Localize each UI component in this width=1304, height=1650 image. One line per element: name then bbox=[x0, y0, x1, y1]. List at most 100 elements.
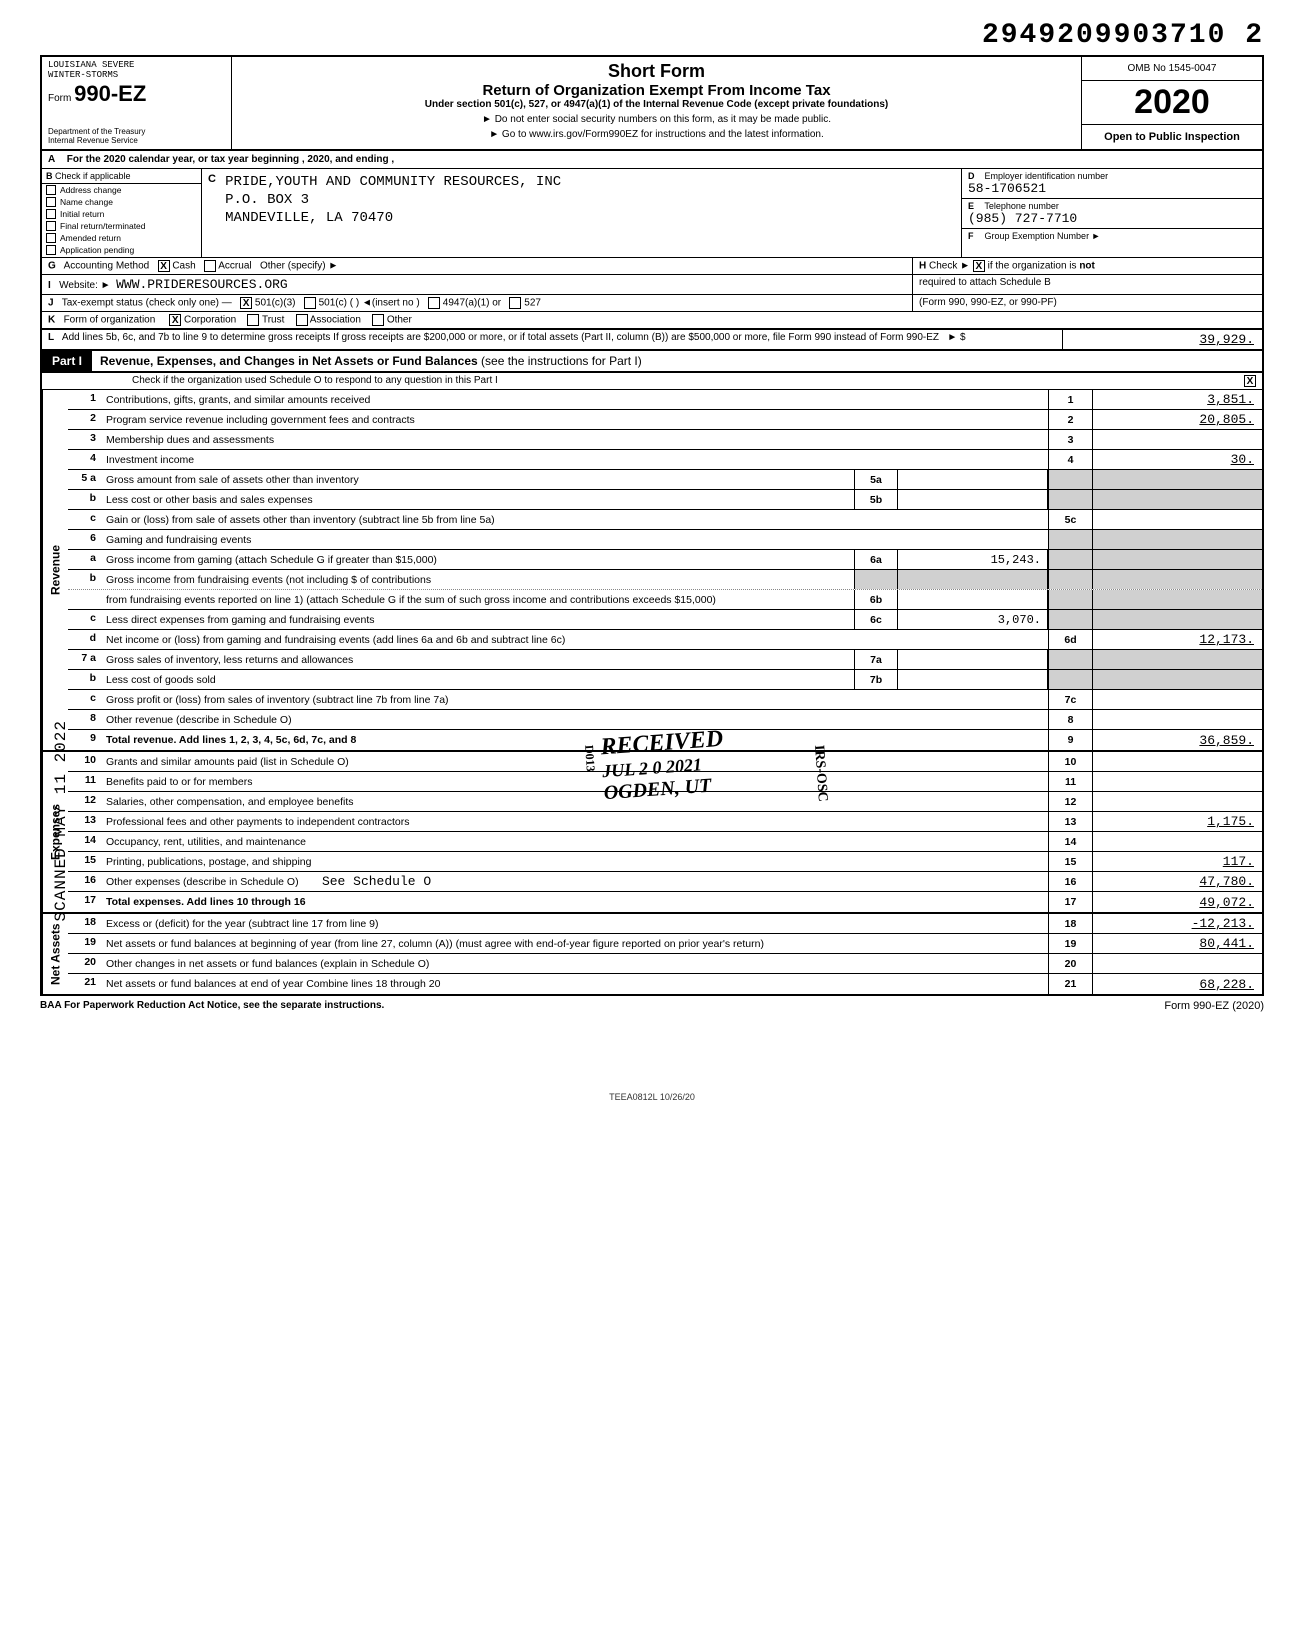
line-5a-desc: Gross amount from sale of assets other t… bbox=[102, 470, 854, 489]
J-501c: 501(c) ( ) ◄(insert no ) bbox=[319, 298, 420, 309]
B-app-pending: Application pending bbox=[60, 245, 134, 255]
line-14-num: 14 bbox=[1048, 832, 1092, 851]
ck-trust[interactable] bbox=[247, 314, 259, 326]
line-16-desc: Other expenses (describe in Schedule O) bbox=[106, 876, 299, 888]
line-10-num: 10 bbox=[1048, 752, 1092, 771]
ck-501c[interactable] bbox=[304, 297, 316, 309]
ck-other[interactable] bbox=[372, 314, 384, 326]
line-14-desc: Occupancy, rent, utilities, and maintena… bbox=[102, 832, 1048, 851]
disaster-stamp: LOUISIANA SEVERE WINTER-STORMS bbox=[48, 61, 225, 81]
line-14-val bbox=[1092, 832, 1262, 851]
row-H-cont2: (Form 990, 990-EZ, or 990-PF) bbox=[912, 295, 1262, 311]
line-16-num: 16 bbox=[1048, 872, 1092, 891]
ck-app-pending[interactable] bbox=[46, 245, 56, 255]
line-6d-val: 12,173. bbox=[1092, 630, 1262, 649]
ck-501c3[interactable]: X bbox=[240, 297, 252, 309]
scanned-stamp: SCANNED MAY 11 2022 bbox=[52, 720, 70, 921]
K-corp: Corporation bbox=[184, 315, 236, 326]
dln: 2949209903710 2 bbox=[40, 20, 1264, 51]
line-18-num: 18 bbox=[1048, 914, 1092, 933]
footer-baa: BAA For Paperwork Reduction Act Notice, … bbox=[40, 1000, 384, 1012]
ck-name-change[interactable] bbox=[46, 197, 56, 207]
line-5a-mn: 5a bbox=[854, 470, 898, 489]
part1-tag: Part I bbox=[42, 351, 92, 371]
line-12-num: 12 bbox=[1048, 792, 1092, 811]
line-A: A For the 2020 calendar year, or tax yea… bbox=[40, 151, 1264, 169]
line-7b-mn: 7b bbox=[854, 670, 898, 689]
line-5c-num: 5c bbox=[1048, 510, 1092, 529]
line-13-desc: Professional fees and other payments to … bbox=[102, 812, 1048, 831]
G-label: Accounting Method bbox=[64, 261, 150, 272]
line-9-num: 9 bbox=[1048, 730, 1092, 750]
ck-527[interactable] bbox=[509, 297, 521, 309]
ck-amended-return[interactable] bbox=[46, 233, 56, 243]
line-6b2-desc: from fundraising events reported on line… bbox=[102, 590, 854, 609]
ck-cash[interactable]: X bbox=[158, 260, 170, 272]
row-L: L Add lines 5b, 6c, and 7b to line 9 to … bbox=[42, 330, 1062, 349]
line-6a-mn: 6a bbox=[854, 550, 898, 569]
line-3-desc: Membership dues and assessments bbox=[102, 430, 1048, 449]
line-17-num: 17 bbox=[1048, 892, 1092, 912]
line-1-val: 3,851. bbox=[1092, 390, 1262, 409]
L-text: Add lines 5b, 6c, and 7b to line 9 to de… bbox=[62, 332, 939, 343]
line-18-desc: Excess or (deficit) for the year (subtra… bbox=[102, 914, 1048, 933]
J-label: Tax-exempt status (check only one) — bbox=[62, 298, 232, 309]
line-7a-mv bbox=[898, 650, 1048, 669]
line-6b-mn: 6b bbox=[854, 590, 898, 609]
stamp-line-2: WINTER-STORMS bbox=[48, 71, 225, 81]
label-G: G bbox=[48, 261, 56, 272]
line-4-num: 4 bbox=[1048, 450, 1092, 469]
line-6d-num: 6d bbox=[1048, 630, 1092, 649]
K-assoc: Association bbox=[310, 315, 361, 326]
line-20-desc: Other changes in net assets or fund bala… bbox=[102, 954, 1048, 973]
row-K: K Form of organization X Corporation Tru… bbox=[42, 312, 912, 328]
line-2-val: 20,805. bbox=[1092, 410, 1262, 429]
website: WWW.PRIDERESOURCES.ORG bbox=[116, 277, 288, 292]
ck-H[interactable]: X bbox=[973, 260, 985, 272]
block-BCDEF: B Check if applicable Address change Nam… bbox=[40, 169, 1264, 257]
subtitle: Under section 501(c), 527, or 4947(a)(1)… bbox=[240, 99, 1073, 110]
G-other: Other (specify) ► bbox=[260, 261, 338, 272]
ck-final-return[interactable] bbox=[46, 221, 56, 231]
line-6-desc: Gaming and fundraising events bbox=[102, 530, 1048, 549]
line-6a-desc: Gross income from gaming (attach Schedul… bbox=[102, 550, 854, 569]
line-11-desc: Benefits paid to or for members bbox=[102, 772, 1048, 791]
ck-address-change[interactable] bbox=[46, 185, 56, 195]
line-19-desc: Net assets or fund balances at beginning… bbox=[102, 934, 1048, 953]
vlabel-revenue: Revenue bbox=[42, 390, 68, 750]
ck-schedule-o[interactable]: X bbox=[1244, 375, 1256, 387]
ck-corp[interactable]: X bbox=[169, 314, 181, 326]
line-15-num: 15 bbox=[1048, 852, 1092, 871]
line-5a-mv bbox=[898, 470, 1048, 489]
line-10-desc: Grants and similar amounts paid (list in… bbox=[102, 752, 1048, 771]
line-13-num: 13 bbox=[1048, 812, 1092, 831]
line-12-val bbox=[1092, 792, 1262, 811]
org-name: PRIDE,YOUTH AND COMMUNITY RESOURCES, INC bbox=[225, 173, 561, 191]
ck-4947[interactable] bbox=[428, 297, 440, 309]
line-6d-desc: Net income or (loss) from gaming and fun… bbox=[102, 630, 1048, 649]
label-E: E bbox=[968, 201, 982, 211]
line-5c-desc: Gain or (loss) from sale of assets other… bbox=[102, 510, 1048, 529]
line-17-val: 49,072. bbox=[1092, 892, 1262, 912]
B-address-change: Address change bbox=[60, 185, 121, 195]
K-other: Other bbox=[387, 315, 412, 326]
line-4-desc: Investment income bbox=[102, 450, 1048, 469]
label-I: I bbox=[48, 280, 51, 291]
part1-header: Part I Revenue, Expenses, and Changes in… bbox=[40, 351, 1264, 373]
J-501c3: 501(c)(3) bbox=[255, 298, 296, 309]
line-21-num: 21 bbox=[1048, 974, 1092, 994]
line-20-val bbox=[1092, 954, 1262, 973]
J-4947: 4947(a)(1) or bbox=[443, 298, 501, 309]
B-label: Check if applicable bbox=[55, 171, 131, 181]
L-value: 39,929. bbox=[1062, 330, 1262, 349]
ck-initial-return[interactable] bbox=[46, 209, 56, 219]
D-label: Employer identification number bbox=[985, 171, 1109, 181]
line-4-val: 30. bbox=[1092, 450, 1262, 469]
ck-assoc[interactable] bbox=[296, 314, 308, 326]
row-J: J Tax-exempt status (check only one) — X… bbox=[42, 295, 912, 311]
ck-accrual[interactable] bbox=[204, 260, 216, 272]
line-13-val: 1,175. bbox=[1092, 812, 1262, 831]
line-7b-mv bbox=[898, 670, 1048, 689]
J-527: 527 bbox=[524, 298, 541, 309]
label-J: J bbox=[48, 298, 54, 309]
